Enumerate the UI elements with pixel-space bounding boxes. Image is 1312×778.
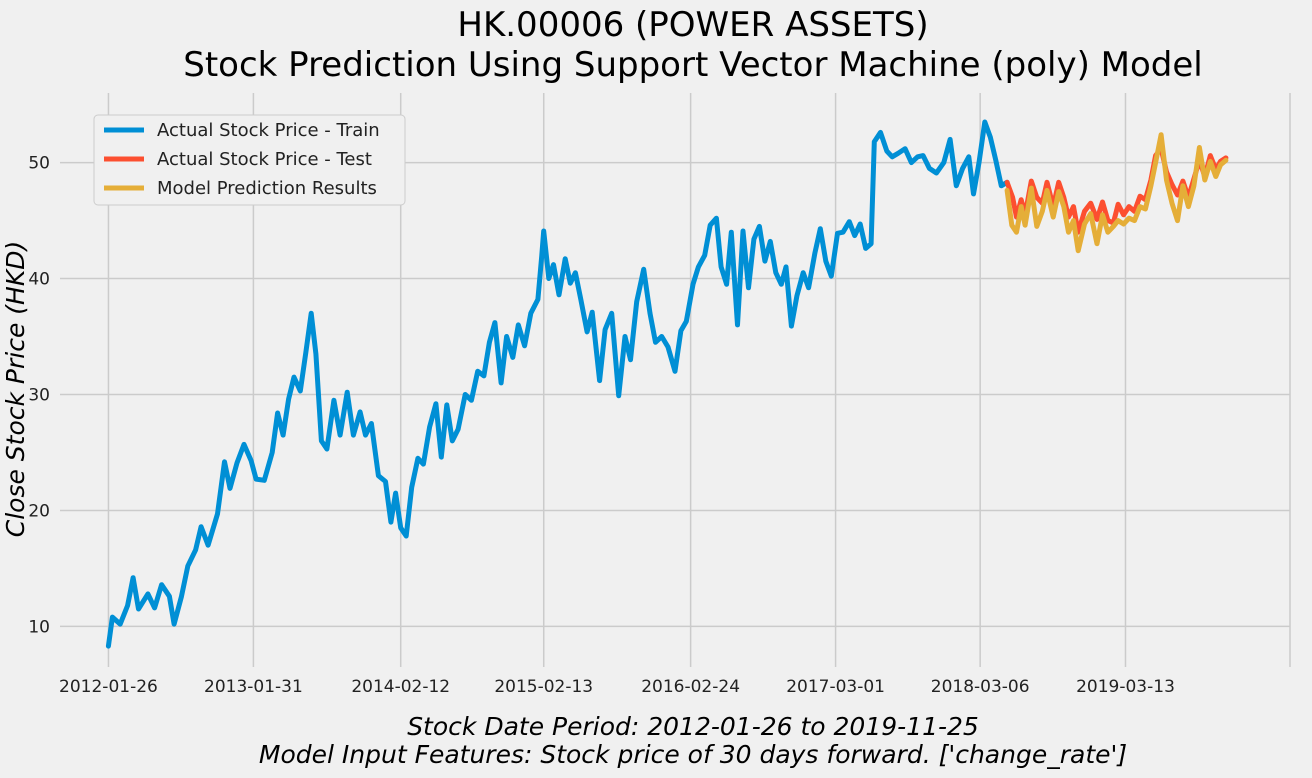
chart-title-line1: HK.00006 (POWER ASSETS) <box>457 5 928 45</box>
x-tick-label: 2012-01-26 <box>59 677 158 697</box>
x-tick-label: 2019-03-13 <box>1076 677 1175 697</box>
x-tick-label: 2016-02-24 <box>641 677 740 697</box>
x-tick-label: 2013-01-31 <box>204 677 303 697</box>
y-tick-label: 50 <box>28 154 50 174</box>
y-tick-label: 30 <box>28 385 50 405</box>
y-tick-label: 40 <box>28 270 50 290</box>
y-tick-labels: 10 20 30 40 50 <box>28 154 50 638</box>
x-tick-label: 2017-03-01 <box>786 677 885 697</box>
series-prediction-line <box>1004 132 1229 254</box>
y-tick-label: 20 <box>28 501 50 521</box>
y-tick-label: 10 <box>28 617 50 637</box>
legend-box <box>93 114 406 206</box>
x-tick-labels: 2012-01-26 2013-01-31 2014-02-12 2015-02-13… <box>59 677 1175 697</box>
y-axis-label: Close Stock Price (HKD) <box>1 241 30 538</box>
x-tick-label: 2018-03-06 <box>931 677 1030 697</box>
x-axis-label-line2: Model Input Features: Stock price of 30 … <box>259 740 1127 769</box>
series-lines <box>105 119 1229 649</box>
legend-label: Actual Stock Price - Test <box>157 149 372 170</box>
legend: Actual Stock Price - Train Actual Stock P… <box>93 114 406 206</box>
y-grid <box>60 161 1290 628</box>
x-tick-label: 2015-02-13 <box>494 677 593 697</box>
chart-title-line2: Stock Prediction Using Support Vector Ma… <box>183 45 1202 85</box>
x-tick-label: 2014-02-12 <box>351 677 450 697</box>
legend-label: Actual Stock Price - Train <box>157 120 380 141</box>
series-train-line <box>105 119 1010 649</box>
legend-label: Model Prediction Results <box>157 178 377 199</box>
x-axis-label-line1: Stock Date Period: 2012-01-26 to 2019-11… <box>407 712 979 741</box>
